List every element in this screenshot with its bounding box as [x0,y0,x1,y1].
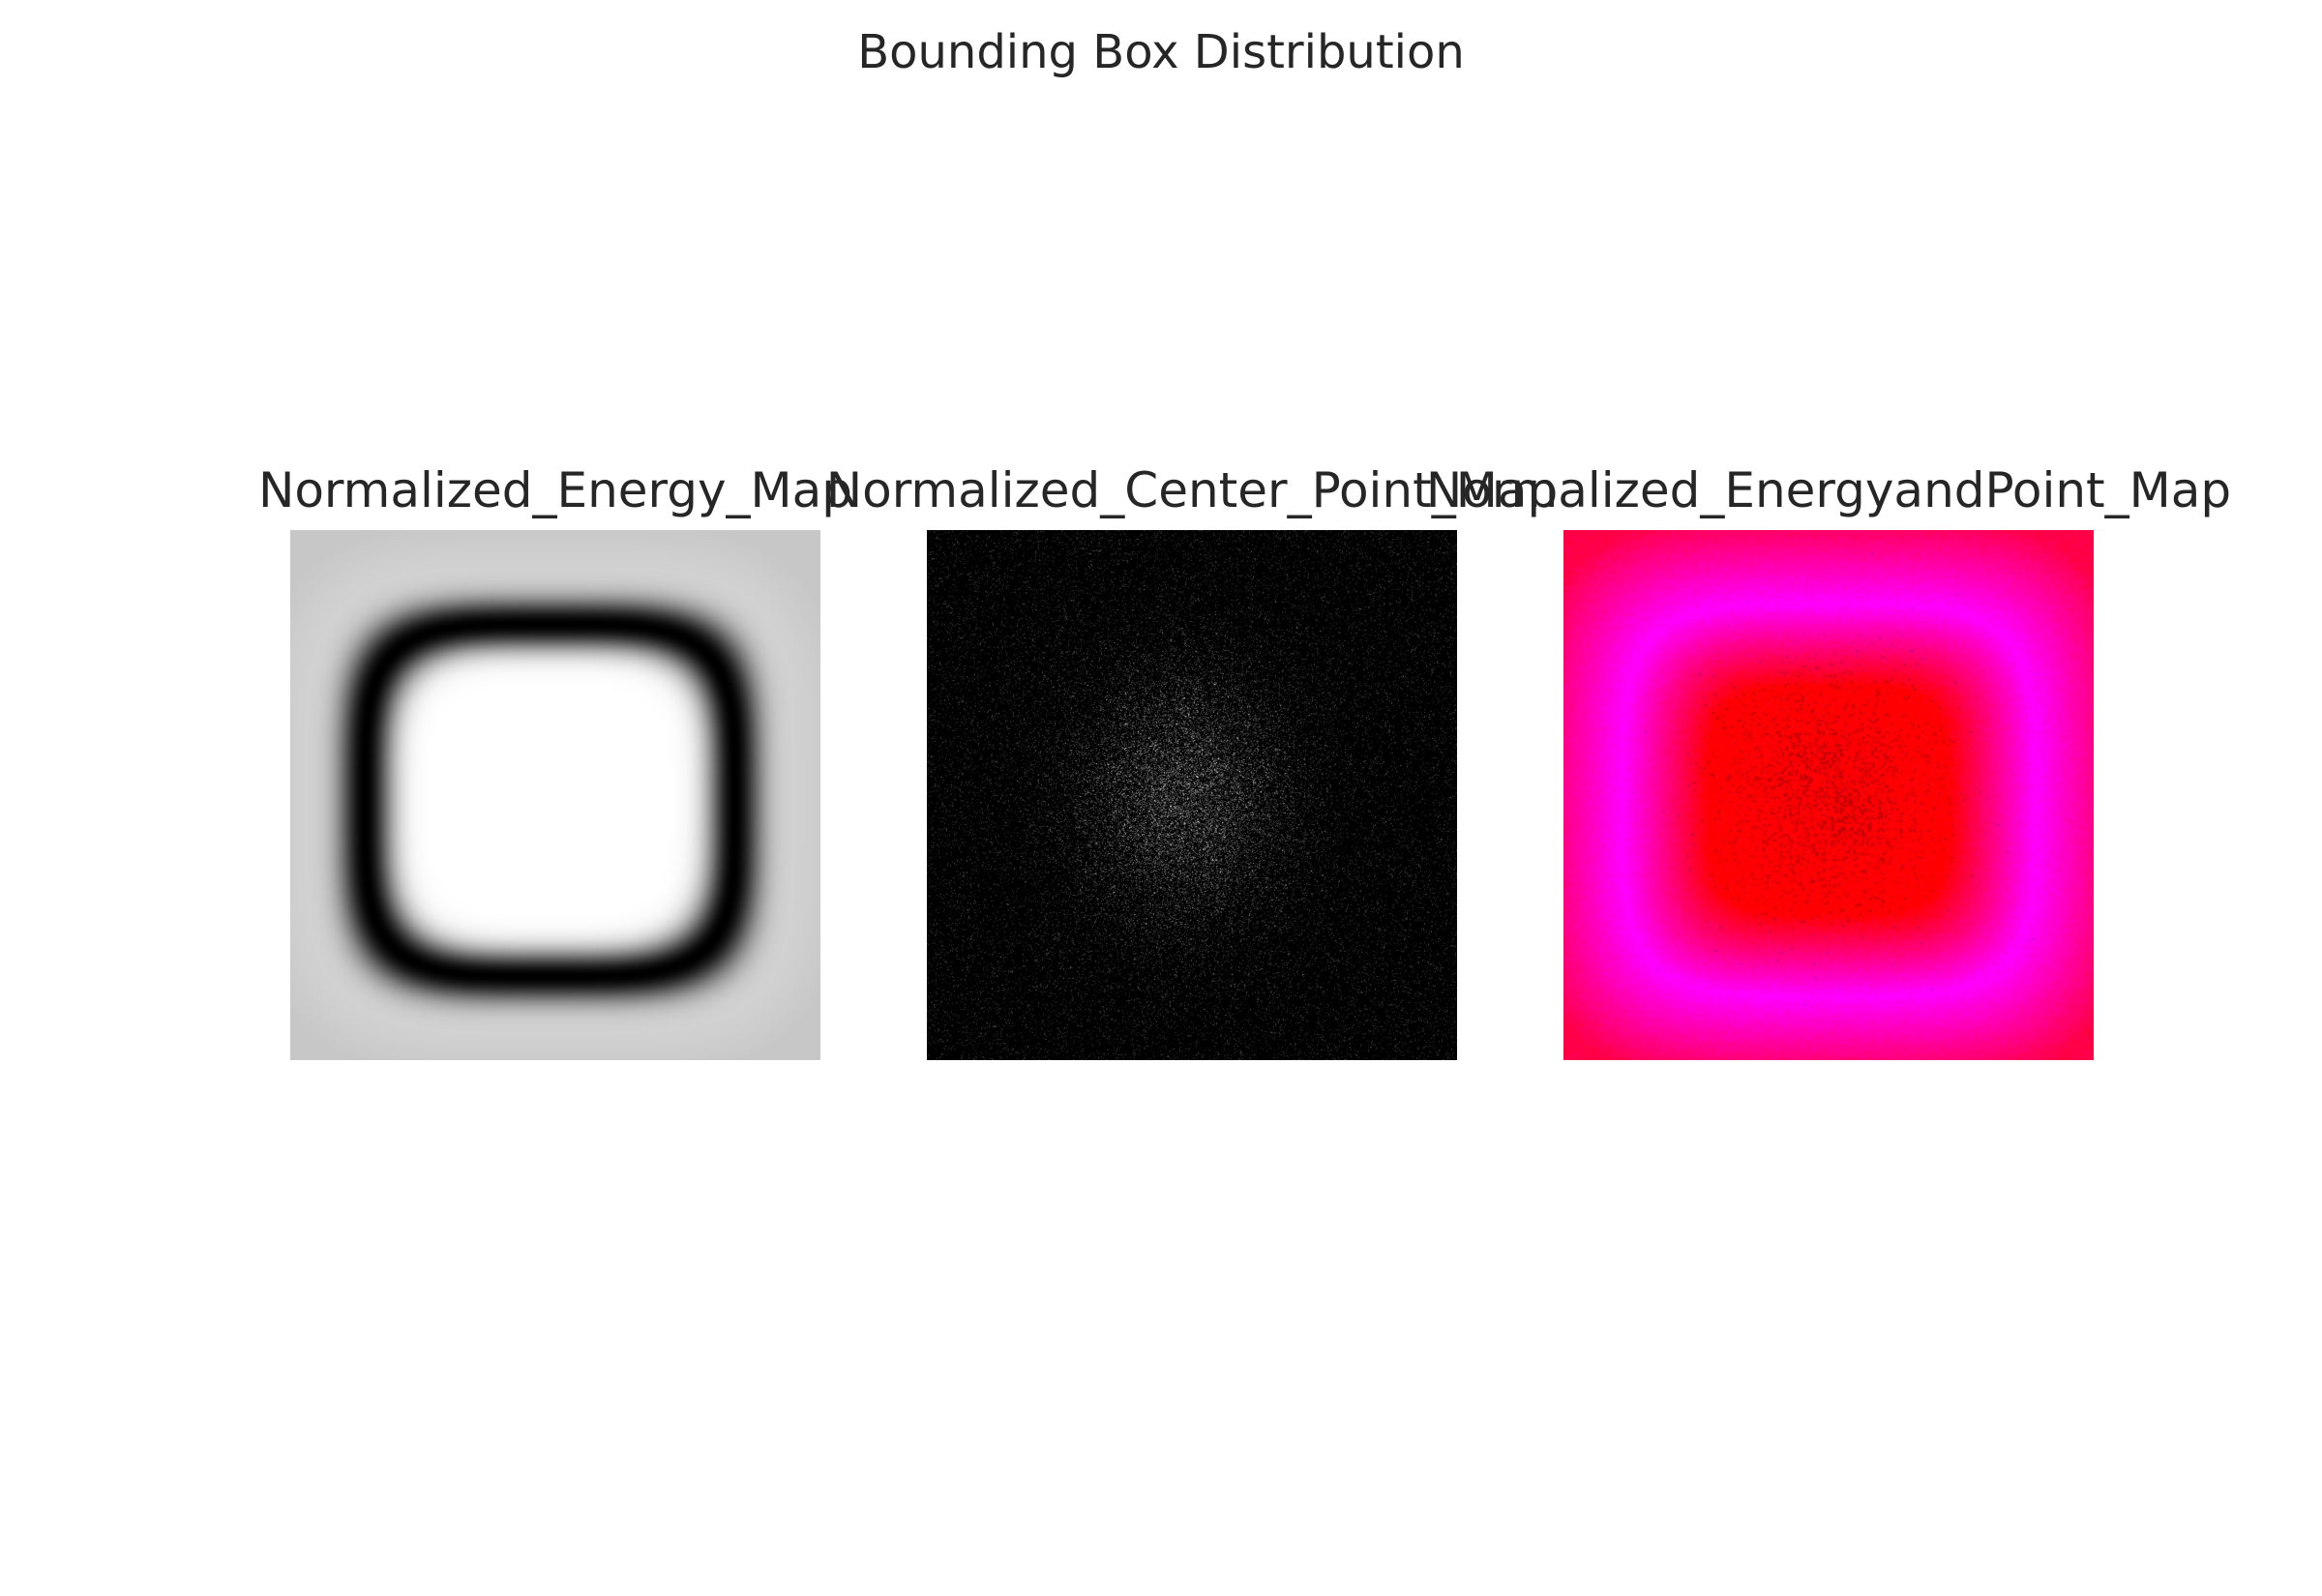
center-point-map-heatmap [927,530,1457,1060]
energy-map-heatmap [290,530,820,1060]
panel-title-center-point-map: Normalized_Center_Point_Map [825,462,1559,518]
chart-title: Bounding Box Distribution [857,25,1465,79]
panel-title-energy-and-point-map: Normalized_EnergyandPoint_Map [1425,462,2232,518]
energy-and-point-map-heatmap [1563,530,2094,1060]
panel-title-energy-map: Normalized_Energy_Map [257,462,853,518]
